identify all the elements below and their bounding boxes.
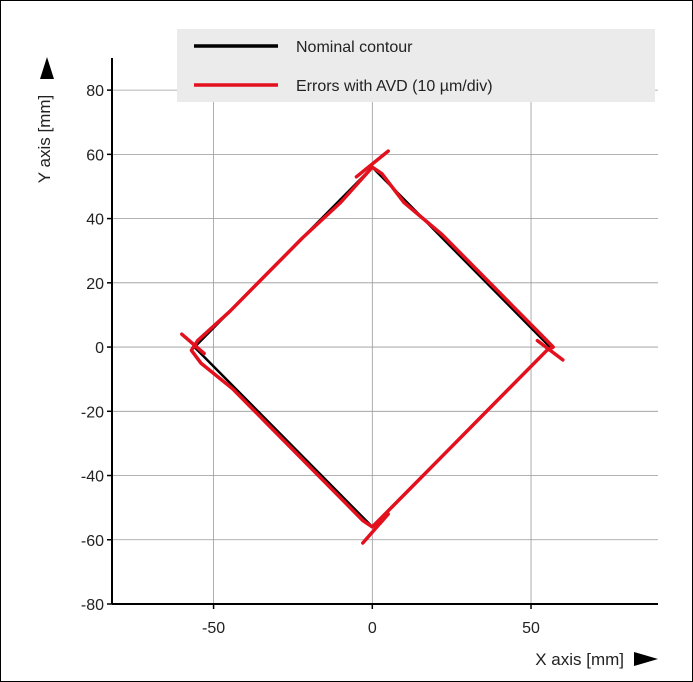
error-spike-line xyxy=(180,332,206,356)
y-axis-arrow-icon xyxy=(40,57,54,79)
legend-box xyxy=(177,29,655,102)
tick-labels: -80 -60 -40 -20 0 20 40 60 80 -50 0 50 xyxy=(81,83,540,637)
x-tick-label: 0 xyxy=(368,620,377,637)
y-tick-label: -40 xyxy=(81,469,104,486)
y-tick-label: 60 xyxy=(86,147,104,164)
x-axis-label: X axis [mm] xyxy=(535,650,624,669)
error-spike-line xyxy=(354,149,390,179)
y-tick-label: 80 xyxy=(86,83,104,100)
axes xyxy=(111,58,658,605)
y-axis-label: Y axis [mm] xyxy=(35,95,54,183)
y-tick-label: -80 xyxy=(81,597,104,614)
y-tick-label: -20 xyxy=(81,404,104,421)
error-spike-line xyxy=(535,338,565,362)
x-axis-arrow-icon xyxy=(634,652,658,666)
y-tick-label: 0 xyxy=(95,340,104,357)
legend-label-errors: Errors with AVD (10 µm/div) xyxy=(296,78,493,95)
error-spike-line xyxy=(361,512,390,545)
legend-label-nominal: Nominal contour xyxy=(296,39,413,56)
y-tick-label: 40 xyxy=(86,212,104,229)
series-errors-avd xyxy=(189,165,555,529)
series-layer xyxy=(180,149,565,545)
y-tick-label: 20 xyxy=(86,276,104,293)
y-tick-label: -60 xyxy=(81,533,104,550)
x-tick-label: -50 xyxy=(202,620,225,637)
legend: Nominal contour Errors with AVD (10 µm/d… xyxy=(177,29,655,102)
x-tick-label: 50 xyxy=(522,620,540,637)
grid xyxy=(112,58,658,604)
